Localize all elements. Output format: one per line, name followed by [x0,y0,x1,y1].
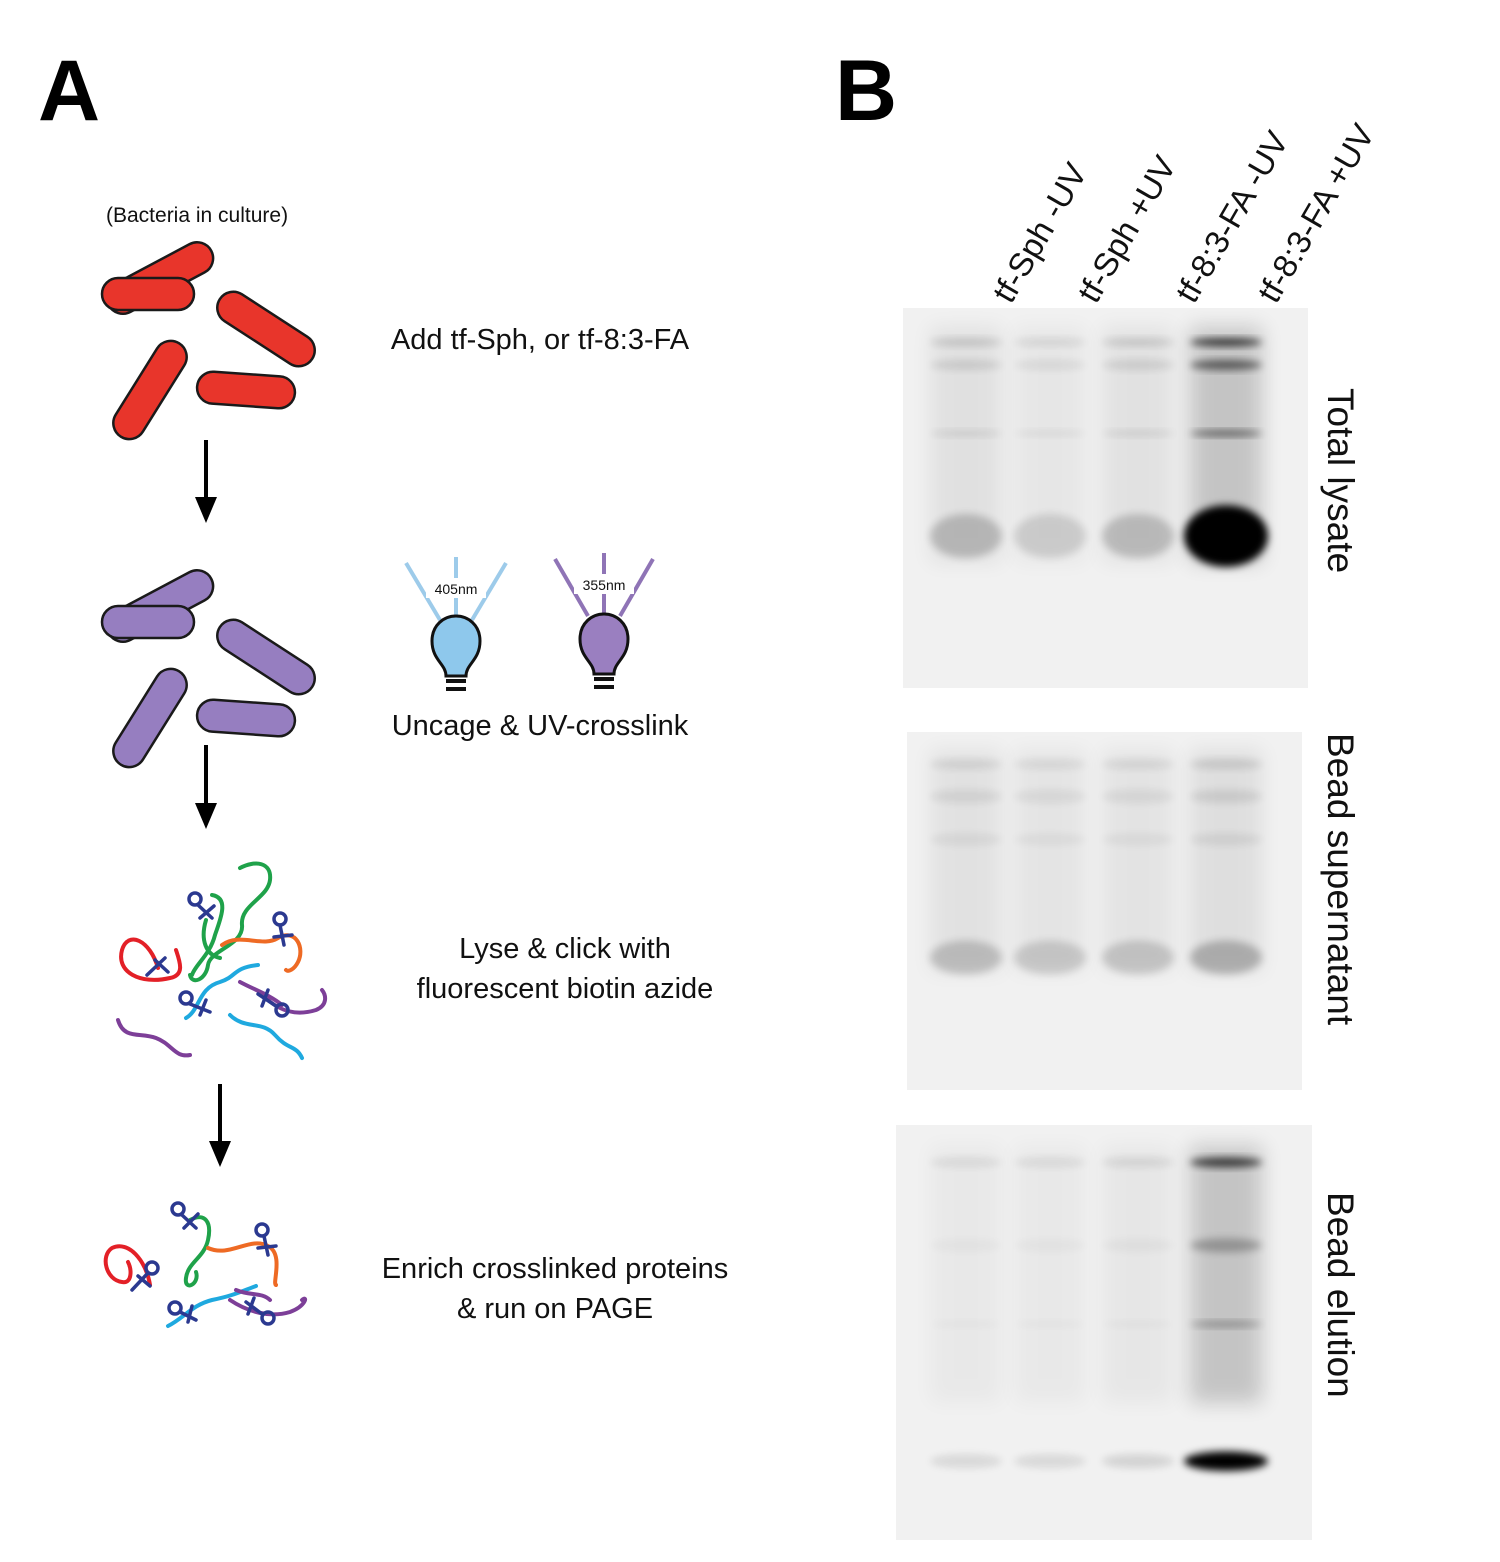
gel-band [1014,1321,1086,1327]
step-1-line1: Add tf-Sph, or tf-8:3-FA [390,324,690,356]
gel-band [1014,1454,1086,1469]
gel-band [1190,430,1262,437]
gel-band [1014,514,1086,558]
gel-band [1102,1238,1174,1252]
step-2-caption: Uncage & UV-crosslink [330,706,750,746]
gel-band [1190,1238,1262,1253]
bacterium-cell [195,370,297,410]
gel-band [1102,514,1174,558]
culture-note: (Bacteria in culture) [106,204,289,227]
gel-band [1014,833,1086,846]
gel-band [930,940,1002,975]
panel-b-letter: B [835,43,898,139]
gel-band [930,759,1002,770]
bulb-405-label: 405nm [435,581,478,597]
gel-images [896,308,1312,1540]
gel-band [1102,1454,1174,1469]
gel-band [1102,833,1174,846]
gel-band [930,1321,1002,1327]
gel-band [1102,338,1174,347]
gel-band [1102,789,1174,804]
gel-band [1102,360,1174,370]
gel-band [1014,789,1086,804]
gel-band [1190,940,1262,975]
bacteria-after [100,569,316,769]
gel-band [1014,1238,1086,1252]
gel-band [930,430,1002,437]
gel-lane-smear [930,1146,1002,1403]
gel-band [1190,1157,1262,1168]
gel-label-bead-supernatant: Bead supernatant [1320,733,1361,1026]
gel-band [930,360,1002,370]
gel-lane-smear [1190,1145,1262,1404]
bacterium-cell [216,618,316,696]
bacterium-cell [112,339,188,441]
gel-band [930,1454,1002,1469]
gel-band [1190,360,1262,370]
gel-band [1014,940,1086,975]
panel-a-letter: A [38,43,101,139]
gel-band [1014,1157,1086,1168]
bulb-405-icon: 405nm [404,557,508,691]
gel-band [930,1157,1002,1168]
step-4-line2: & run on PAGE [456,1293,654,1325]
protein-tangle-lysate [116,861,328,1060]
gel-band [1190,759,1262,770]
gel-band [1184,1451,1268,1471]
gel-band [1014,759,1086,770]
gel-band [1102,1321,1174,1327]
bacterium-cell [216,290,316,368]
bacterium-cell [100,276,196,312]
gel-band [1190,789,1262,804]
step-4-line1: Enrich crosslinked proteins [381,1253,729,1285]
gel-band [1190,833,1262,846]
gel-lane-smear [1102,1145,1174,1404]
step-3-caption: Lyse & click with fluorescent biotin azi… [355,929,775,1009]
gel-lane-smear [1102,749,1174,972]
protein-tangle-enriched [103,1201,308,1328]
gel-lane-smear [930,749,1002,972]
gel-panel [907,732,1302,1090]
gel-band [930,833,1002,846]
gel-lane-smear [1014,1146,1086,1403]
bacteria-before [100,241,316,441]
gel-band [1190,338,1262,347]
gel-band [930,1238,1002,1252]
gel-band [1014,360,1086,370]
gel-panel [896,1125,1312,1540]
step-4-caption: Enrich crosslinked proteins & run on PAG… [340,1249,770,1329]
gel-band [1102,430,1174,437]
gel-band [1014,430,1086,437]
step-2-line1: Uncage & UV-crosslink [391,710,689,742]
step-1-caption: Add tf-Sph, or tf-8:3-FA [330,320,750,360]
step-3-line2: fluorescent biotin azide [416,973,714,1005]
gel-band [930,514,1002,558]
gel-band [1102,940,1174,975]
gel-label-bead-elution: Bead elution [1320,1192,1361,1398]
bacterium-cell [112,667,188,769]
gel-band [1184,505,1268,567]
gel-band [1102,1157,1174,1168]
process-arrow-3 [209,1084,231,1167]
step-3-line1: Lyse & click with [459,933,671,965]
gel-panel [903,308,1308,688]
bacterium-cell [100,604,196,640]
gel-band [930,789,1002,804]
process-arrow-2 [195,745,217,829]
gel-band [1190,1321,1262,1328]
bulb-355-icon: 355nm [553,553,655,689]
gel-band [1014,338,1086,347]
process-arrow-1 [195,440,217,523]
gel-band [1102,759,1174,770]
bulb-355-label: 355nm [583,577,626,593]
gel-label-total-lysate: Total lysate [1320,388,1361,574]
gel-lane-smear [1014,749,1086,972]
bacterium-cell [195,698,297,738]
gel-band [930,338,1002,347]
gel-lane-smear [1190,749,1262,972]
